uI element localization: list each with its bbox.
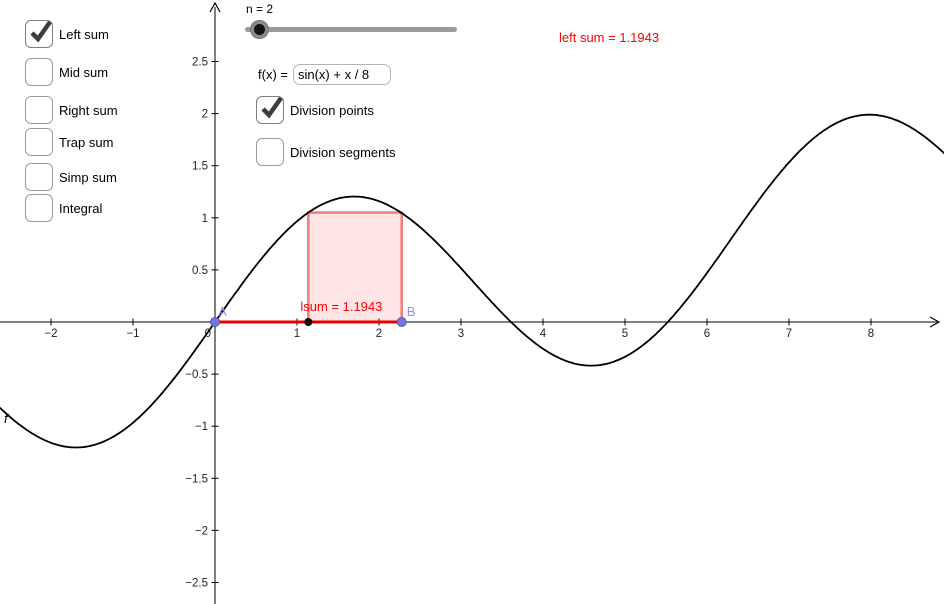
right-sum-checkbox[interactable] xyxy=(25,96,53,124)
lsum-label: lsum = 1.1943 xyxy=(300,299,382,314)
left-sum-checkbox[interactable] xyxy=(25,20,53,48)
division-points-label: Division points xyxy=(290,102,374,118)
x-tick-label: 5 xyxy=(622,328,628,340)
point-A[interactable] xyxy=(210,317,220,327)
slider-track[interactable] xyxy=(245,27,457,32)
trap-sum-label: Trap sum xyxy=(59,134,114,150)
x-tick-label: 4 xyxy=(540,328,547,340)
x-tick-label: −1 xyxy=(126,328,139,340)
slider-knob-center xyxy=(253,24,265,35)
origin-label: 0 xyxy=(205,328,211,340)
x-tick-label: 7 xyxy=(786,328,792,340)
point-B-label: B xyxy=(407,304,416,319)
x-tick-label: 6 xyxy=(704,328,710,340)
trap-sum-checkbox[interactable] xyxy=(25,128,53,156)
simp-sum-label: Simp sum xyxy=(59,169,117,185)
x-axis-arrow-icon xyxy=(929,316,941,328)
right-sum-label: Right sum xyxy=(59,102,118,118)
y-tick-label: −1 xyxy=(195,421,208,433)
row-trap-sum: Trap sum xyxy=(25,128,113,156)
slider-knob[interactable] xyxy=(249,20,269,39)
row-division-segments: Division segments xyxy=(256,138,396,166)
simp-sum-checkbox[interactable] xyxy=(25,163,53,191)
y-tick-label: 2.5 xyxy=(192,57,208,69)
x-tick-label: 2 xyxy=(376,328,382,340)
function-input[interactable] xyxy=(292,64,391,85)
division-segments-label: Division segments xyxy=(290,144,396,160)
division-points-checkbox[interactable] xyxy=(256,96,284,124)
y-tick-label: −2 xyxy=(195,525,208,537)
row-integral: Integral xyxy=(25,194,102,222)
function-label: f xyxy=(4,411,9,426)
checkmark-icon xyxy=(30,20,52,43)
row-right-sum: Right sum xyxy=(25,96,118,124)
slider-value-label: n = 2 xyxy=(246,2,274,16)
integral-checkbox[interactable] xyxy=(25,194,53,222)
y-tick-label: −2.5 xyxy=(185,578,208,590)
integral-label: Integral xyxy=(59,200,103,216)
point-A-label: A xyxy=(218,304,227,319)
row-left-sum: Left sum xyxy=(25,20,109,48)
row-division-points: Division points xyxy=(256,96,374,124)
x-tick-label: −2 xyxy=(44,328,57,340)
function-input-label: f(x) = xyxy=(258,67,288,82)
x-tick-label: 3 xyxy=(458,328,464,340)
x-tick-label: 8 xyxy=(868,328,874,340)
y-tick-label: −1.5 xyxy=(185,473,208,485)
point-B[interactable] xyxy=(396,317,407,327)
left-sum-rectangle xyxy=(307,211,403,324)
division-point xyxy=(304,318,313,326)
y-tick-label: 1 xyxy=(202,213,208,225)
y-tick-label: 0.5 xyxy=(192,265,208,277)
function-curve xyxy=(0,113,944,449)
y-tick-label: 2 xyxy=(202,109,208,121)
function-row: f(x) = xyxy=(258,64,391,85)
mid-sum-checkbox[interactable] xyxy=(25,58,53,86)
left-sum-label: Left sum xyxy=(59,26,109,42)
checkmark-icon xyxy=(261,96,283,119)
row-mid-sum: Mid sum xyxy=(25,58,108,86)
y-tick-label: −0.5 xyxy=(185,369,208,381)
x-tick-label: 1 xyxy=(294,328,300,340)
y-tick-label: 1.5 xyxy=(192,161,208,173)
row-simp-sum: Simp sum xyxy=(25,163,117,191)
mid-sum-label: Mid sum xyxy=(59,64,109,80)
left-sum-readout: left sum = 1.1943 xyxy=(559,30,660,45)
n-slider: n = 2 xyxy=(244,2,464,44)
y-axis-arrow-icon xyxy=(209,1,221,13)
division-segments-checkbox[interactable] xyxy=(256,138,284,166)
